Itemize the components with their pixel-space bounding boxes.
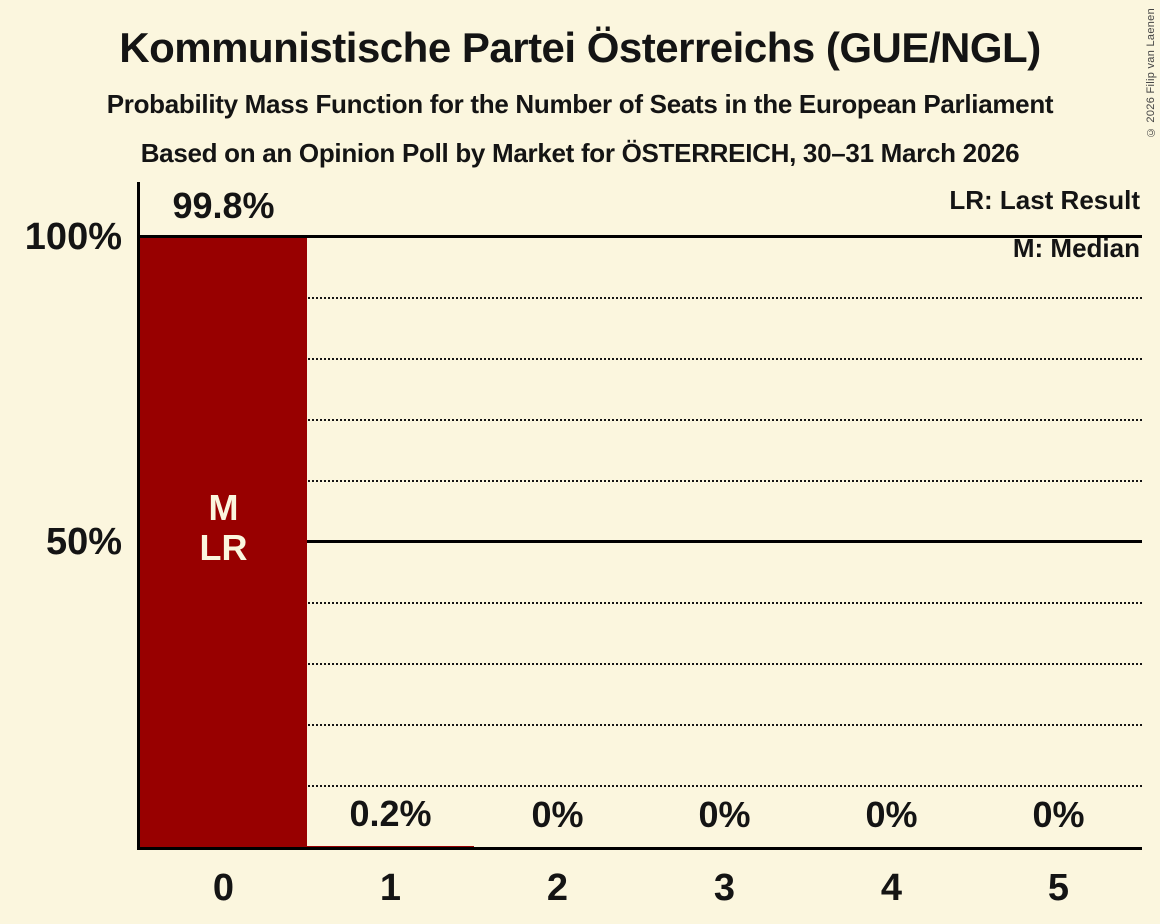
chart-source-line: Based on an Opinion Poll by Market for Ö…	[140, 138, 1020, 168]
bar-value-label-0: 99.8%	[172, 185, 275, 227]
x-tick-1: 1	[379, 867, 402, 909]
solid-gridline-50pct	[140, 540, 1142, 543]
bar-annotation-m-lr: M LR	[140, 486, 307, 568]
x-tick-3: 3	[713, 867, 736, 909]
annotation-line-lr: LR	[199, 526, 248, 568]
bar-value-label-5: 0%	[1032, 794, 1085, 835]
copyright-notice: © 2026 Filip van Laenen	[1145, 8, 1157, 139]
annotation-line-m: M	[208, 486, 239, 528]
plot-area: 99.8% 0.2% 0% 0% 0% 0% M LR	[137, 182, 1142, 850]
gridline-40pct	[140, 602, 1142, 604]
bar-value-label-4: 0%	[865, 794, 918, 835]
legend-median: M: Median	[1012, 233, 1140, 263]
solid-gridline-100pct	[140, 235, 1142, 238]
gridline-10pct	[140, 785, 1142, 787]
chart-subtitle: Probability Mass Function for the Number…	[106, 89, 1054, 119]
bar-seats-0	[140, 238, 307, 847]
y-tick-100pct: 100%	[24, 216, 122, 258]
bar-seats-1	[307, 845, 474, 847]
gridline-60pct	[140, 480, 1142, 482]
y-tick-50pct: 50%	[45, 521, 122, 563]
bar-value-label-2: 0%	[531, 794, 584, 835]
gridline-90pct	[140, 297, 1142, 299]
chart-title: Kommunistische Partei Österreichs (GUE/N…	[119, 24, 1041, 71]
x-axis-labels: 0 1 2 3 4 5	[140, 866, 1142, 910]
gridline-20pct	[140, 724, 1142, 726]
gridline-30pct	[140, 663, 1142, 665]
x-tick-2: 2	[546, 867, 569, 909]
bar-value-label-3: 0%	[698, 794, 751, 835]
x-tick-5: 5	[1047, 867, 1070, 909]
x-tick-0: 0	[212, 867, 235, 909]
gridline-70pct	[140, 419, 1142, 421]
x-tick-4: 4	[880, 867, 903, 909]
gridline-80pct	[140, 358, 1142, 360]
bar-value-label-1: 0.2%	[349, 792, 432, 834]
legend-last-result: LR: Last Result	[949, 185, 1140, 215]
y-axis-labels: 100% 50%	[0, 0, 122, 924]
